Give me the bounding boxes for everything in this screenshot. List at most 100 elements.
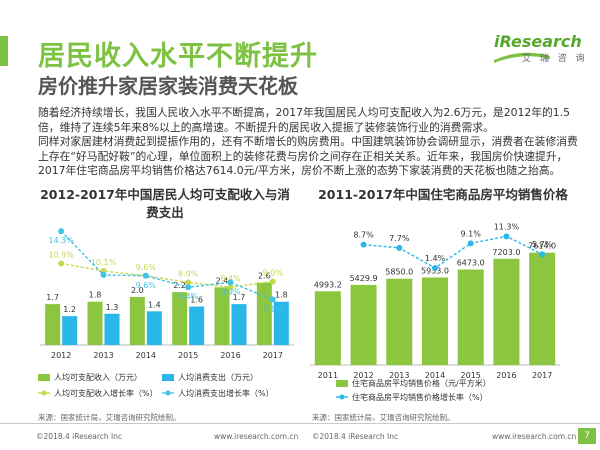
data-label-income: 1.8 <box>89 291 102 300</box>
income-growth-label: 9.6% <box>136 263 157 272</box>
legend-swatch-income <box>38 374 50 381</box>
legend-label: 人均可支配收入增长率（%） <box>54 388 158 398</box>
footer-copyright: ©2018.4 iResearch Inc <box>36 432 123 441</box>
x-tick-label: 2014 <box>425 371 445 380</box>
income-growth-label: 9.0% <box>263 269 284 278</box>
x-tick-label: 2014 <box>136 351 156 360</box>
bar-price <box>529 252 556 365</box>
bar-expense <box>146 311 162 345</box>
x-tick-label: 2011 <box>318 371 338 380</box>
data-label-income: 2.2 <box>173 281 186 290</box>
x-tick-label: 2015 <box>178 351 198 360</box>
body-text: 随着经济持续增长，我国人民收入水平不断提高，2017年我国居民人均可支配收入为2… <box>38 106 578 179</box>
x-tick-label: 2013 <box>93 351 113 360</box>
x-tick-label: 2016 <box>220 351 240 360</box>
bar-expense <box>189 306 205 345</box>
footer-divider <box>0 423 600 424</box>
data-label-income: 2.6 <box>258 272 271 281</box>
chart-source: 来源：国家统计局，艾瑞咨询研究院绘制。 <box>312 413 455 422</box>
bar-price <box>314 291 341 365</box>
price-growth-label: 11.3% <box>494 222 520 231</box>
bar-expense <box>62 316 78 345</box>
data-label-price: 5850.0 <box>385 268 413 277</box>
income-growth-point <box>227 284 234 291</box>
data-label-expense: 1.3 <box>106 303 119 312</box>
title-accent-bar <box>0 36 8 66</box>
body-paragraph: 随着经济持续增长，我国人民收入水平不断提高，2017年我国居民人均可支配收入为2… <box>38 106 570 134</box>
body-paragraph: 同样对家居建材消费起到提振作用的，还有不断增长的购房费用。中国建筑装饰协会调研显… <box>38 135 578 177</box>
x-tick-label: 2012 <box>353 371 373 380</box>
legend-label: 人均消费支出（万元） <box>178 372 258 382</box>
legend-marker <box>339 394 345 400</box>
data-label-price: 6473.0 <box>457 259 485 268</box>
expense-growth-point <box>269 296 276 303</box>
legend-marker <box>165 390 171 396</box>
expense-growth-label: 8.9% <box>220 287 241 296</box>
income-growth-label: 8.9% <box>178 269 199 278</box>
bar-price <box>386 278 413 365</box>
bar-income <box>172 292 188 345</box>
price-growth-label: 5.7% <box>532 240 553 249</box>
x-tick-label: 2017 <box>532 371 552 380</box>
page-number: 7 <box>578 428 596 444</box>
x-tick-label: 2013 <box>389 371 409 380</box>
price-growth-point <box>360 241 367 248</box>
data-label-income: 2.4 <box>216 276 229 285</box>
price-growth-label: 1.4% <box>425 254 446 263</box>
data-label-price: 5429.9 <box>350 274 378 283</box>
bar-income <box>87 301 103 345</box>
bar-income <box>129 296 145 345</box>
bar-expense <box>231 304 247 345</box>
x-tick-label: 2015 <box>461 371 481 380</box>
chart-title: 2012-2017年中国居民人均可支配收入与消费支出 <box>40 187 290 220</box>
expense-growth-label: 14.3% <box>48 236 74 245</box>
legend-swatch-price <box>336 380 348 387</box>
page-subtitle: 房价推升家居家装消费天花板 <box>38 74 298 98</box>
price-growth-label: 9.1% <box>461 229 482 238</box>
expense-growth-line <box>60 230 274 301</box>
expense-growth-label: 7.1% <box>263 305 284 314</box>
data-label-expense: 1.7 <box>233 293 246 302</box>
expense-growth-label: 9.6% <box>136 281 157 290</box>
price-growth-point <box>467 240 474 247</box>
bar-expense <box>273 301 289 345</box>
bar-price <box>493 258 520 365</box>
chart-title: 2011-2017年中国住宅商品房平均销售价格 <box>318 187 568 202</box>
price-growth-point <box>396 244 403 251</box>
data-label-price: 4993.2 <box>314 280 342 289</box>
income-growth-point <box>269 278 276 285</box>
legend-label: 人均可支配收入（万元） <box>54 372 142 382</box>
logo-swoosh-icon <box>494 52 550 63</box>
expense-growth-point <box>142 272 149 279</box>
data-label-income: 1.7 <box>46 293 59 302</box>
data-label-price: 7203.0 <box>492 248 520 257</box>
x-tick-label: 2017 <box>263 351 283 360</box>
bar-expense <box>104 313 120 345</box>
price-growth-point <box>503 233 510 240</box>
expense-growth-point <box>58 228 65 235</box>
expense-growth-point <box>227 279 234 286</box>
logo-subtext: 艾 瑞 咨 询 <box>522 54 588 64</box>
x-tick-label: 2016 <box>496 371 516 380</box>
data-label-expense: 1.6 <box>190 296 203 305</box>
bar-income <box>256 282 272 345</box>
data-label-expense: 1.4 <box>148 300 161 309</box>
legend-marker <box>41 390 47 396</box>
data-label-income: 2.0 <box>131 286 144 295</box>
x-tick-label: 2012 <box>51 351 71 360</box>
legend-label: 人均消费支出增长率（%） <box>178 388 274 398</box>
expense-growth-point <box>100 271 107 278</box>
bar-price <box>422 277 448 365</box>
legend-label: 住宅商品房平均销售价格（元/平方米） <box>352 378 491 388</box>
bar-income <box>214 287 230 345</box>
chart-source: 来源：国家统计局，艾瑞咨询研究院绘制。 <box>38 413 181 422</box>
bar-price <box>350 284 377 365</box>
price-growth-point <box>432 265 438 271</box>
income-growth-label: 10.9% <box>48 250 74 259</box>
income-growth-line <box>61 262 273 288</box>
expense-growth-label: 8.4% <box>178 292 199 301</box>
logo-text: iResearch <box>494 32 582 51</box>
income-growth-label: 10.1% <box>91 258 117 267</box>
legend-swatch-expense <box>162 374 174 381</box>
